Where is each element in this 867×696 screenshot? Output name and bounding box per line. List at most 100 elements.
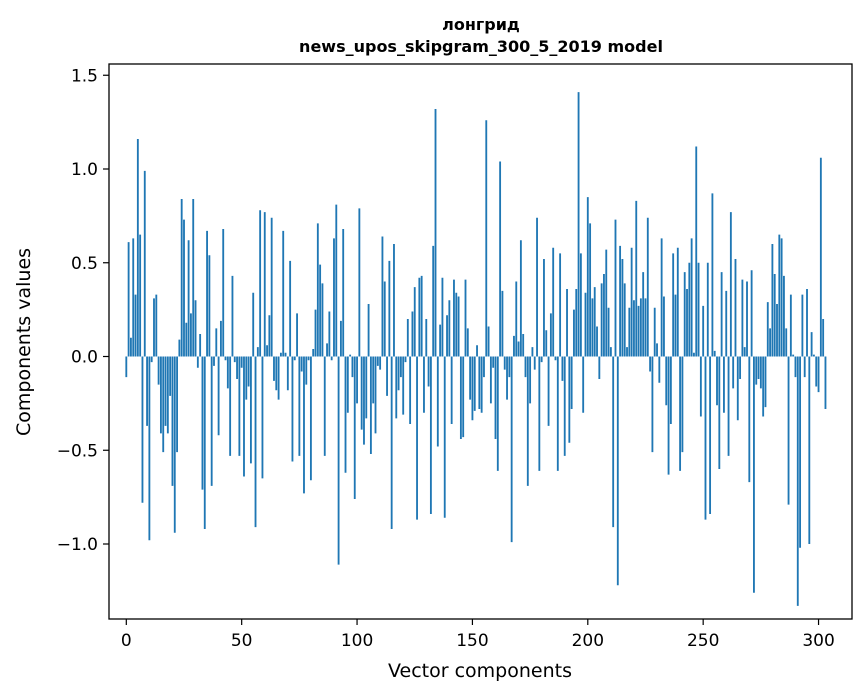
bar-132 <box>429 356 432 514</box>
x-axis-label: Vector components <box>388 660 572 682</box>
bar-244 <box>688 262 691 357</box>
bar-66 <box>277 356 280 400</box>
bar-109 <box>376 356 379 366</box>
bar-114 <box>388 260 391 357</box>
bar-142 <box>453 279 455 357</box>
bar-120 <box>402 356 405 415</box>
bar-18 <box>166 356 169 434</box>
bar-140 <box>448 300 451 357</box>
bar-251 <box>704 356 707 520</box>
bar-229 <box>653 307 656 357</box>
bar-179 <box>538 356 541 471</box>
bar-3 <box>132 238 135 357</box>
bar-139 <box>446 315 448 357</box>
bar-171 <box>519 240 522 357</box>
bar-31 <box>196 356 199 368</box>
bar-301 <box>819 157 822 357</box>
bar-92 <box>337 356 340 565</box>
bar-204 <box>596 326 598 357</box>
bar-286 <box>785 328 788 357</box>
y-tick-label: 0.5 <box>71 254 98 274</box>
bar-203 <box>593 287 596 357</box>
bar-26 <box>185 322 188 357</box>
bar-143 <box>455 292 458 357</box>
bar-49 <box>238 356 241 456</box>
bar-296 <box>808 356 811 544</box>
bar-222 <box>637 305 640 357</box>
bar-2 <box>129 337 132 357</box>
bar-182 <box>545 330 548 357</box>
bar-156 <box>485 120 488 357</box>
bar-236 <box>669 356 672 424</box>
bar-246 <box>693 352 695 357</box>
bar-170 <box>517 341 520 357</box>
bar-144 <box>457 296 460 357</box>
bar-45 <box>229 356 232 456</box>
bar-190 <box>563 356 566 456</box>
bar-166 <box>508 356 511 378</box>
bar-248 <box>697 262 700 357</box>
bar-249 <box>699 356 702 417</box>
bar-72 <box>291 356 294 462</box>
bar-214 <box>619 245 622 357</box>
bar-94 <box>342 229 345 357</box>
bar-205 <box>598 356 601 379</box>
bar-177 <box>533 356 536 370</box>
bar-12 <box>153 298 155 357</box>
bar-245 <box>690 238 693 357</box>
bar-259 <box>723 356 725 413</box>
bar-188 <box>559 253 562 357</box>
bar-61 <box>266 345 268 357</box>
bar-112 <box>383 281 386 357</box>
bar-103 <box>363 356 365 445</box>
bar-181 <box>543 259 545 357</box>
bar-67 <box>279 352 282 357</box>
bar-83 <box>316 223 319 357</box>
bar-102 <box>360 356 363 430</box>
bar-241 <box>681 356 684 453</box>
bar-38 <box>213 356 215 366</box>
bar-298 <box>813 354 815 357</box>
bar-289 <box>792 354 795 357</box>
bar-71 <box>289 260 292 357</box>
y-axis-ticks: −1.0 −0.5 0.0 0.5 1.0 1.5 <box>57 66 109 555</box>
bar-175 <box>529 356 532 404</box>
x-tick-label: 50 <box>231 631 253 651</box>
bar-10 <box>148 356 151 541</box>
bar-85 <box>321 283 324 357</box>
bar-48 <box>236 356 238 379</box>
bar-216 <box>623 283 626 357</box>
bar-275 <box>759 356 762 389</box>
bar-27 <box>187 240 190 357</box>
bar-218 <box>628 307 631 357</box>
bar-295 <box>806 289 808 357</box>
bar-158 <box>489 356 492 404</box>
bar-224 <box>642 272 645 357</box>
bar-145 <box>459 356 462 439</box>
bar-111 <box>381 236 384 357</box>
bar-290 <box>794 356 797 378</box>
bar-302 <box>822 319 825 357</box>
bar-58 <box>259 210 262 357</box>
bar-19 <box>169 356 172 396</box>
bar-163 <box>501 290 504 357</box>
bar-167 <box>510 356 513 543</box>
bar-52 <box>245 356 248 400</box>
bar-217 <box>626 347 628 357</box>
bar-232 <box>660 238 663 357</box>
bar-118 <box>397 356 400 391</box>
bar-300 <box>817 356 820 393</box>
bar-16 <box>162 356 165 453</box>
bar-233 <box>663 296 665 357</box>
bar-62 <box>268 315 271 357</box>
bar-68 <box>282 230 285 357</box>
bar-303 <box>824 356 827 409</box>
bar-130 <box>425 319 428 357</box>
bar-115 <box>390 356 393 529</box>
bar-227 <box>649 356 652 372</box>
bar-81 <box>312 349 315 357</box>
bar-172 <box>522 334 525 357</box>
bar-131 <box>427 356 430 387</box>
bar-148 <box>466 328 469 357</box>
bar-96 <box>346 356 349 413</box>
